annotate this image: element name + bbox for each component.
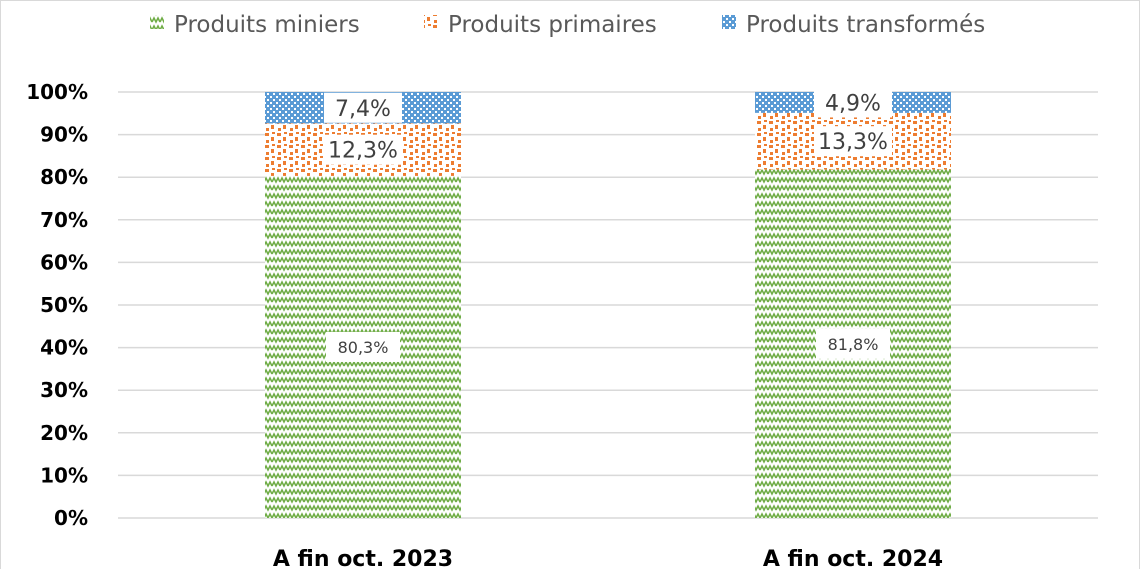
x-category-label: A fin oct. 2023	[273, 547, 453, 570]
y-tick-label: 100%	[26, 80, 88, 104]
legend-label: Produits primaires	[448, 12, 657, 38]
data-label-box	[324, 134, 402, 165]
data-label-box	[326, 331, 400, 362]
data-label: 4,9%	[825, 91, 881, 116]
data-label-box	[814, 87, 892, 118]
data-label: 80,3%	[338, 338, 389, 357]
data-label: 7,4%	[335, 97, 391, 122]
x-category-label: A fin oct. 2024	[763, 547, 943, 570]
legend-swatch	[150, 15, 164, 29]
y-tick-label: 10%	[40, 463, 88, 487]
y-tick-label: 60%	[40, 250, 88, 274]
bars: 80,3% 12,3% 7,4% 81,8% 13,3% 4,9%	[265, 87, 951, 519]
data-label-box	[324, 92, 402, 123]
legend-label: Produits miniers	[174, 12, 360, 38]
y-axis-ticks: 0% 10% 20% 30% 40% 50% 60% 70% 80% 90% 100%	[26, 80, 88, 530]
legend: Produits miniers Produits primaires Produi…	[150, 12, 985, 38]
legend-label: Produits transformés	[746, 12, 985, 38]
legend-swatch	[722, 15, 736, 29]
y-tick-label: 30%	[40, 378, 88, 402]
y-tick-label: 70%	[40, 208, 88, 232]
data-label-box	[814, 126, 892, 157]
y-tick-label: 20%	[40, 421, 88, 445]
y-tick-label: 40%	[40, 336, 88, 360]
data-label: 12,3%	[328, 139, 398, 164]
data-label-box	[816, 328, 890, 359]
y-tick-label: 90%	[40, 123, 88, 147]
x-axis-categories: A fin oct. 2023 A fin oct. 2024	[273, 547, 943, 570]
y-tick-label: 0%	[54, 506, 88, 530]
y-tick-label: 50%	[40, 293, 88, 317]
data-label: 13,3%	[818, 130, 888, 155]
legend-swatch	[424, 15, 438, 29]
y-tick-label: 80%	[40, 165, 88, 189]
data-label: 81,8%	[828, 335, 879, 354]
